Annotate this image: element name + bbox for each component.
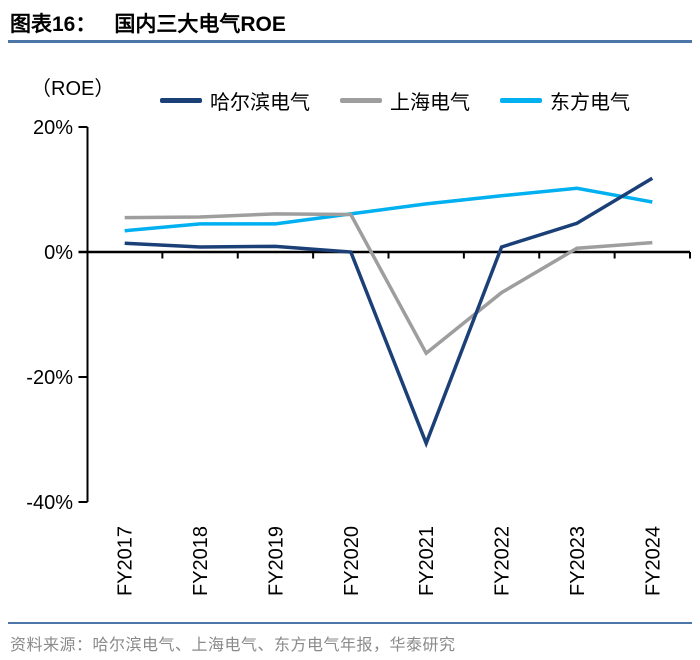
series-line-shanghai [124, 212, 653, 356]
x-tick-label: FY2018 [190, 526, 212, 596]
x-tick-label: FY2017 [115, 526, 137, 596]
legend-label-shanghai: 上海电气 [390, 92, 470, 114]
legend-item-harbin: 哈尔滨电气 [160, 86, 310, 115]
source-note: 资料来源：哈尔滨电气、上海电气、东方电气年报，华泰研究 [10, 637, 456, 654]
y-tick-label: -20% [26, 367, 73, 389]
series-line-harbin [124, 176, 654, 449]
legend-label-harbin: 哈尔滨电气 [210, 92, 310, 114]
legend-item-shanghai: 上海电气 [340, 86, 470, 115]
figure-number-label: 图表16： [10, 13, 97, 36]
x-tick-label: FY2022 [492, 526, 514, 596]
title-divider-rule [8, 40, 692, 43]
y-axis-unit-label: （ROE） [31, 78, 115, 100]
y-tick-label: 20% [33, 117, 73, 139]
x-tick-label: FY2019 [265, 526, 287, 596]
y-tick-label: -40% [26, 492, 73, 514]
x-tick-label: FY2024 [642, 526, 664, 596]
y-tick-label: 0% [44, 242, 73, 264]
legend-swatch-shanghai-icon [340, 98, 382, 103]
x-tick-label: FY2023 [567, 526, 589, 596]
figure-title: 国内三大电气ROE [114, 13, 286, 36]
legend-item-dongfang: 东方电气 [500, 86, 630, 115]
series-line-dongfang [124, 186, 653, 233]
figure-header: 图表16： 国内三大电气ROE [10, 8, 286, 38]
chart-legend: 哈尔滨电气 上海电气 东方电气 [90, 86, 700, 115]
legend-swatch-dongfang-icon [500, 98, 542, 103]
legend-label-dongfang: 东方电气 [550, 92, 630, 114]
x-tick-label: FY2020 [341, 526, 363, 596]
legend-swatch-harbin-icon [160, 98, 202, 103]
footer-divider-rule [8, 622, 692, 624]
x-tick-label: FY2021 [416, 526, 438, 596]
